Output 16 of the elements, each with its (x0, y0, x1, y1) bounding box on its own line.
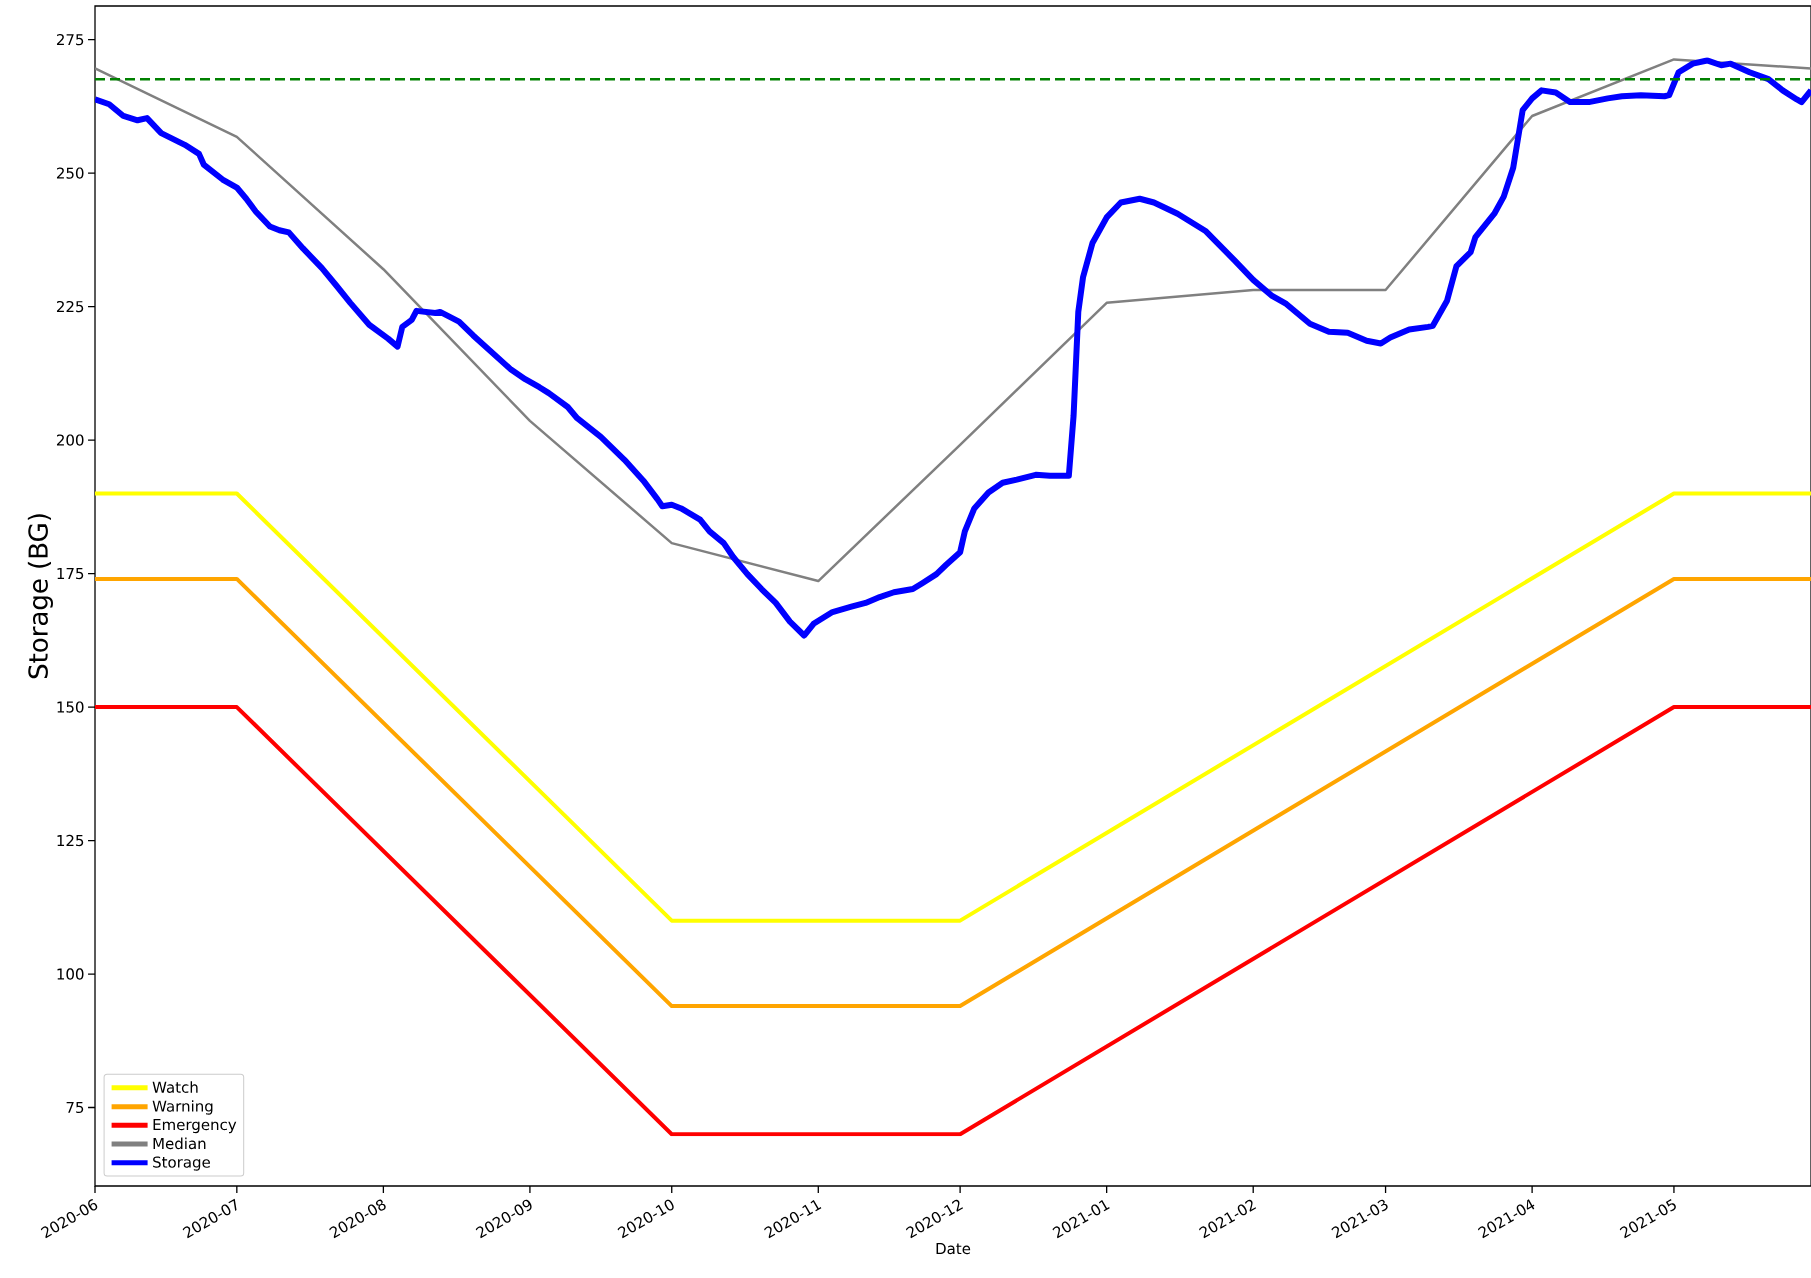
y-tick-label: 100 (57, 968, 84, 980)
y-tick-label: 250 (56, 167, 84, 179)
y-tick-label: 75 (66, 1101, 84, 1114)
legend-label: Warning (152, 1100, 213, 1115)
legend-label: Emergency (153, 1119, 237, 1134)
y-tick-label: 175 (57, 568, 84, 580)
legend-label: Median (153, 1137, 206, 1150)
y-tick-label: 125 (57, 834, 84, 847)
y-tick-label: 225 (56, 300, 84, 313)
x-axis-title: Date (936, 1243, 971, 1255)
y-tick-label: 200 (56, 434, 84, 446)
legend-label: Watch (152, 1081, 198, 1093)
y-tick-label: 150 (57, 701, 84, 713)
y-tick-label: 275 (56, 33, 84, 46)
y-axis-title: Storage (BG) (27, 514, 53, 679)
legend-label: Storage (153, 1156, 210, 1171)
